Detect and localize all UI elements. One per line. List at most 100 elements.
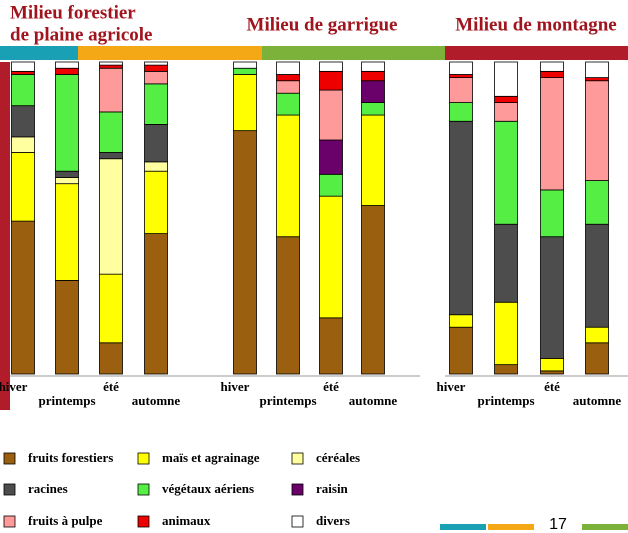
bar-segment (540, 189, 564, 238)
bar-segment (494, 61, 518, 97)
bar-segment (276, 80, 300, 94)
x-tick-label: printemps (477, 393, 534, 408)
bar-segment (11, 152, 35, 222)
bar-segment (233, 74, 257, 132)
band (78, 46, 262, 60)
bar-segment (585, 180, 609, 225)
bar-segment (144, 124, 168, 163)
bar-segment (11, 61, 35, 72)
bar-segment (449, 314, 473, 328)
bar-segment (494, 120, 518, 225)
bar-segment (55, 279, 79, 375)
bar-segment (449, 74, 473, 79)
x-tick-label: hiver (0, 379, 28, 394)
bar-segment (540, 61, 564, 72)
legend-swatch (3, 515, 16, 528)
bar-segment (276, 236, 300, 375)
bar-segment (540, 70, 564, 79)
legend-swatch (291, 515, 304, 528)
bar-segment (11, 70, 35, 75)
bar-segment (276, 61, 300, 75)
legend-swatch (291, 452, 304, 465)
bar-segment (319, 61, 343, 72)
legend-label: maïs et agrainage (162, 450, 260, 465)
bar-segment (540, 357, 564, 372)
bar-segment (144, 70, 168, 85)
legend-label: animaux (162, 513, 211, 528)
bar-segment (276, 74, 300, 82)
bar-segment (585, 61, 609, 79)
deco (582, 524, 628, 530)
bar-segment (99, 67, 123, 113)
bar-segment (319, 173, 343, 197)
bar-segment (99, 61, 123, 66)
bar-segment (99, 273, 123, 344)
legend-label: fruits forestiers (28, 450, 113, 465)
band (262, 46, 445, 60)
bar-segment (276, 92, 300, 116)
bar-segment (319, 89, 343, 141)
bar-segment (55, 170, 79, 178)
bar-segment (585, 342, 609, 375)
x-tick-label: été (544, 379, 560, 394)
bar-segment (585, 77, 609, 82)
bar-segment (99, 158, 123, 275)
bar-segment (55, 183, 79, 281)
bar-segment (540, 77, 564, 191)
legend-swatch (291, 483, 304, 496)
bar-segment (494, 95, 518, 103)
legend-label: raisin (316, 481, 349, 496)
band (445, 46, 628, 60)
bar-segment (494, 102, 518, 122)
band (0, 46, 78, 60)
group-title: de plaine agricole (10, 24, 152, 45)
legend-label: divers (316, 513, 350, 528)
x-tick-label: automne (349, 393, 398, 408)
x-tick-label: printemps (38, 393, 95, 408)
bar-segment (233, 61, 257, 69)
bar-segment (276, 114, 300, 238)
bar-segment (55, 67, 79, 75)
bar-segment (144, 64, 168, 72)
bar-segment (144, 61, 168, 66)
bar-segment (540, 370, 564, 375)
group-title: Milieu de garrigue (247, 14, 398, 35)
x-tick-label: printemps (259, 393, 316, 408)
x-tick-label: automne (573, 393, 622, 408)
bar-segment (319, 139, 343, 175)
bar-segment (540, 236, 564, 359)
bar-segment (144, 161, 168, 172)
bar-segment (55, 61, 79, 69)
bar-segment (55, 74, 79, 172)
bar-segment (233, 67, 257, 75)
x-tick-label: automne (132, 393, 181, 408)
bar-segment (449, 61, 473, 75)
legend-swatch (3, 452, 16, 465)
legend-label: racines (28, 481, 68, 496)
x-tick-label: été (323, 379, 339, 394)
bar-segment (361, 205, 385, 375)
legend-swatch (3, 483, 16, 496)
group-title: Milieu de montagne (455, 14, 617, 35)
bar-segment (449, 77, 473, 103)
bar-segment (449, 102, 473, 122)
bar-segment (361, 114, 385, 206)
bar-segment (585, 326, 609, 344)
legend-swatch (137, 515, 150, 528)
x-tick-label: hiver (221, 379, 250, 394)
page-number: 17 (549, 516, 567, 533)
bar-segment (11, 74, 35, 107)
axis-bar (0, 62, 10, 410)
group-title: Milieu forestier (10, 2, 136, 23)
bar-segment (11, 220, 35, 375)
bar-segment (494, 301, 518, 366)
bar-segment (99, 64, 123, 69)
legend-swatch (137, 452, 150, 465)
bar-segment (361, 70, 385, 82)
bar-segment (319, 70, 343, 91)
bar-segment (585, 80, 609, 181)
bar-segment (99, 152, 123, 160)
bar-segment (361, 102, 385, 116)
bar-segment (319, 317, 343, 375)
